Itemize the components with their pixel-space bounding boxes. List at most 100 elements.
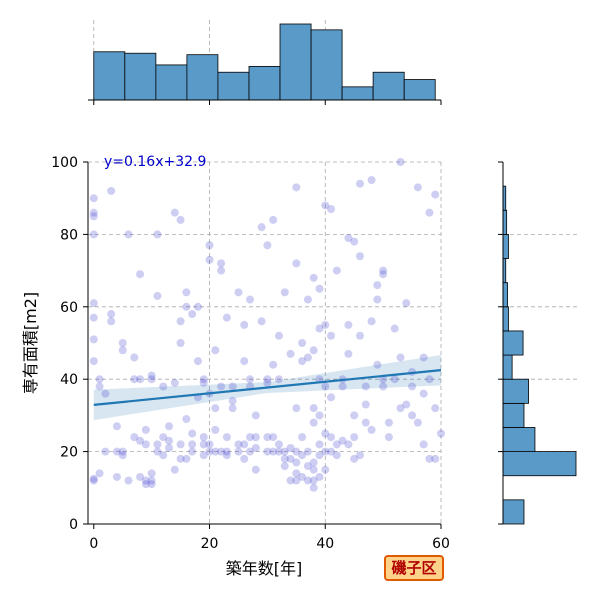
scatter-point [159, 382, 168, 391]
scatter-point [419, 389, 428, 398]
scatter-point [118, 447, 127, 456]
scatter-point [355, 252, 364, 261]
scatter-point [217, 259, 226, 268]
scatter-point [89, 194, 98, 203]
scatter-point [292, 404, 301, 413]
scatter-point [280, 454, 289, 463]
scatter-point [217, 447, 226, 456]
scatter-point [95, 382, 104, 391]
y-histogram-bar [502, 427, 536, 452]
scatter-point [153, 447, 162, 456]
scatter-point [124, 476, 133, 485]
scatter-point [425, 208, 434, 217]
scatter-point [222, 433, 231, 442]
scatter-point [396, 353, 405, 362]
scatter-point [315, 472, 324, 481]
scatter-point [199, 378, 208, 387]
scatter-point [182, 454, 191, 463]
scatter-point [89, 357, 98, 366]
y-histogram-bar [502, 402, 525, 428]
scatter-point [309, 418, 318, 427]
scatter-point [246, 433, 255, 442]
scatter-point [361, 400, 370, 409]
scatter-point [309, 476, 318, 485]
scatter-point [303, 447, 312, 456]
scatter-point [205, 255, 214, 264]
scatter-point [355, 451, 364, 460]
scatter-point [240, 454, 249, 463]
fit-equation: y=0.16x+32.9 [104, 154, 206, 170]
x-histogram-bar [93, 51, 126, 101]
scatter-point [361, 382, 370, 391]
scatter-point [286, 476, 295, 485]
scatter-point [234, 440, 243, 449]
scatter-point [89, 313, 98, 322]
scatter-point [147, 371, 156, 380]
scatter-point [228, 382, 237, 391]
scatter-point [384, 418, 393, 427]
scatter-point [176, 440, 185, 449]
y-histogram-bar [502, 233, 509, 259]
scatter-point [251, 465, 260, 474]
scatter-point [292, 447, 301, 456]
scatter-point [350, 237, 359, 246]
scatter-point [165, 422, 174, 431]
scatter-point [228, 404, 237, 413]
scatter-point [298, 472, 307, 481]
scatter-point [315, 451, 324, 460]
scatter-point [89, 474, 98, 483]
scatter-point [269, 360, 278, 369]
scatter-point [182, 302, 191, 311]
scatter-point [274, 447, 283, 456]
scatter-point [384, 433, 393, 442]
scatter-point [315, 440, 324, 449]
scatter-point [321, 465, 330, 474]
scatter-point [176, 454, 185, 463]
scatter-point [211, 346, 220, 355]
scatter-point [147, 480, 156, 489]
fit-line [93, 369, 442, 406]
scatter-point [367, 176, 376, 185]
scatter-point [240, 320, 249, 329]
scatter-point [141, 440, 150, 449]
x-tick-label: 40 [316, 536, 334, 552]
scatter-point [217, 382, 226, 391]
y-histogram-bar [502, 306, 509, 332]
scatter-point [309, 404, 318, 413]
scatter-point [199, 451, 208, 460]
x-histogram-bar [155, 64, 188, 101]
scatter-point [193, 357, 202, 366]
scatter-point [390, 324, 399, 333]
x-histogram-bar [217, 71, 250, 101]
scatter-point [228, 396, 237, 405]
y-tick-label: 40 [60, 372, 78, 388]
scatter-point [89, 476, 98, 485]
scatter-point [222, 447, 231, 456]
x-histogram-bar [310, 29, 343, 101]
scatter-point [355, 331, 364, 340]
scatter-point [147, 375, 156, 384]
scatter-point [298, 451, 307, 460]
scatter-point [321, 382, 330, 391]
scatter-point [176, 215, 185, 224]
scatter-point [274, 375, 283, 384]
scatter-point [309, 273, 318, 282]
scatter-point [217, 266, 226, 275]
x-histogram-bar [124, 52, 157, 101]
scatter-point [402, 400, 411, 409]
scatter-point [176, 339, 185, 347]
scatter-point [263, 375, 272, 384]
scatter-point [292, 458, 301, 467]
scatter-point [101, 389, 110, 398]
scatter-point [89, 208, 98, 217]
scatter-point [188, 429, 197, 438]
scatter-point [199, 375, 208, 384]
scatter-point [269, 215, 278, 224]
scatter-point [315, 411, 324, 420]
scatter-point [338, 382, 347, 391]
scatter-point [298, 357, 307, 366]
scatter-point [147, 476, 156, 485]
scatter-point [303, 462, 312, 471]
scatter-point [263, 433, 272, 442]
scatter-point [309, 346, 318, 355]
